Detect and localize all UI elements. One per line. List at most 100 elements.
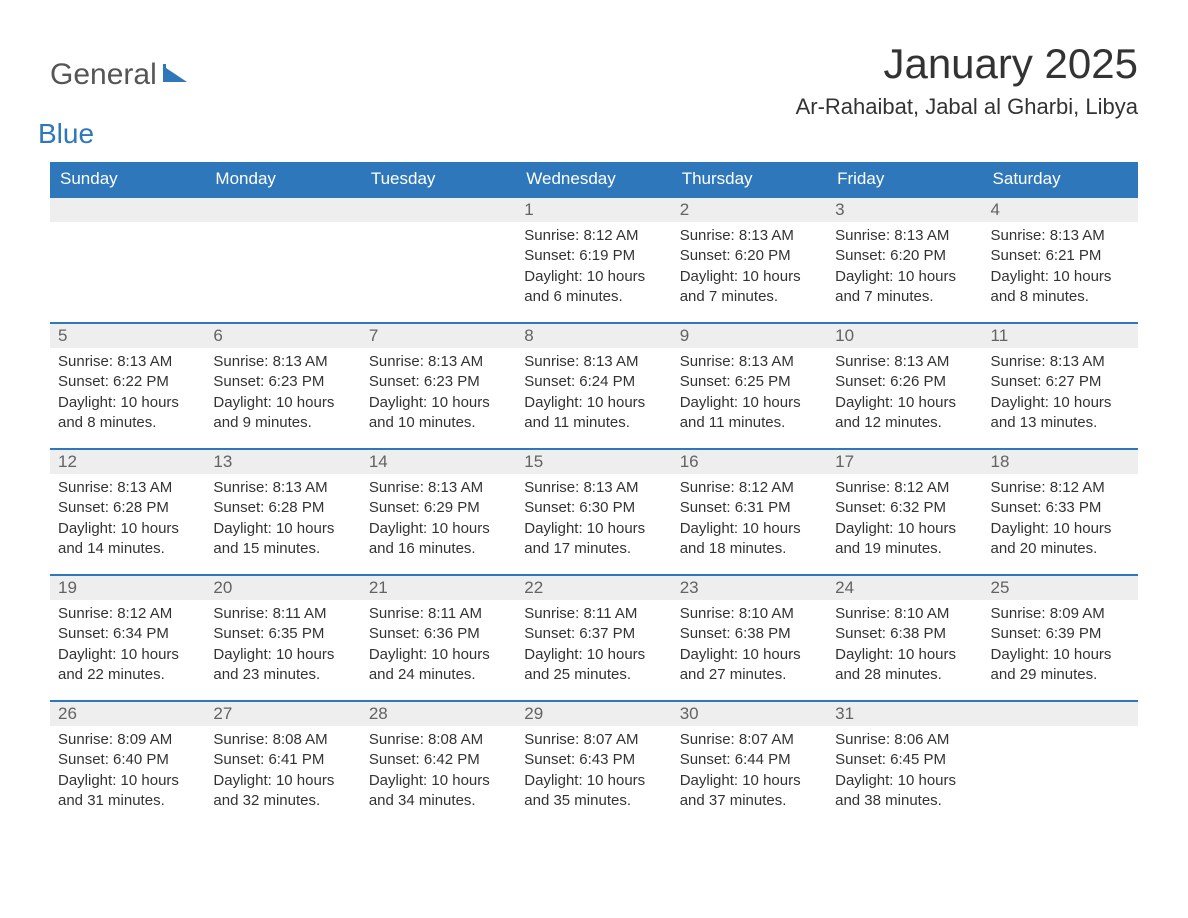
day-header: Saturday xyxy=(983,162,1138,197)
calendar-body: 1Sunrise: 8:12 AMSunset: 6:19 PMDaylight… xyxy=(50,197,1138,827)
sunset-text: Sunset: 6:36 PM xyxy=(369,624,508,644)
day-content: Sunrise: 8:06 AMSunset: 6:45 PMDaylight:… xyxy=(827,726,982,815)
sunrise-text: Sunrise: 8:13 AM xyxy=(524,478,663,498)
day-number: 28 xyxy=(361,702,516,726)
calendar-cell: 23Sunrise: 8:10 AMSunset: 6:38 PMDayligh… xyxy=(672,575,827,701)
day-content: Sunrise: 8:07 AMSunset: 6:43 PMDaylight:… xyxy=(516,726,671,815)
sunrise-text: Sunrise: 8:06 AM xyxy=(835,730,974,750)
daylight-text: Daylight: 10 hours and 9 minutes. xyxy=(213,393,352,434)
day-content: Sunrise: 8:13 AMSunset: 6:27 PMDaylight:… xyxy=(983,348,1138,437)
sunset-text: Sunset: 6:31 PM xyxy=(680,498,819,518)
day-content: Sunrise: 8:10 AMSunset: 6:38 PMDaylight:… xyxy=(672,600,827,689)
calendar-cell: 24Sunrise: 8:10 AMSunset: 6:38 PMDayligh… xyxy=(827,575,982,701)
day-content: Sunrise: 8:11 AMSunset: 6:35 PMDaylight:… xyxy=(205,600,360,689)
calendar-cell: 3Sunrise: 8:13 AMSunset: 6:20 PMDaylight… xyxy=(827,197,982,323)
day-number: 14 xyxy=(361,450,516,474)
sunset-text: Sunset: 6:22 PM xyxy=(58,372,197,392)
daylight-text: Daylight: 10 hours and 14 minutes. xyxy=(58,519,197,560)
sunset-text: Sunset: 6:28 PM xyxy=(213,498,352,518)
sunset-text: Sunset: 6:43 PM xyxy=(524,750,663,770)
calendar-cell: 17Sunrise: 8:12 AMSunset: 6:32 PMDayligh… xyxy=(827,449,982,575)
day-number xyxy=(983,702,1138,726)
day-number: 29 xyxy=(516,702,671,726)
day-number: 18 xyxy=(983,450,1138,474)
daylight-text: Daylight: 10 hours and 32 minutes. xyxy=(213,771,352,812)
day-content: Sunrise: 8:13 AMSunset: 6:29 PMDaylight:… xyxy=(361,474,516,563)
day-content: Sunrise: 8:13 AMSunset: 6:21 PMDaylight:… xyxy=(983,222,1138,311)
day-content: Sunrise: 8:08 AMSunset: 6:42 PMDaylight:… xyxy=(361,726,516,815)
sunrise-text: Sunrise: 8:11 AM xyxy=(369,604,508,624)
day-number: 15 xyxy=(516,450,671,474)
day-number xyxy=(50,198,205,222)
sunset-text: Sunset: 6:37 PM xyxy=(524,624,663,644)
day-number: 11 xyxy=(983,324,1138,348)
daylight-text: Daylight: 10 hours and 12 minutes. xyxy=(835,393,974,434)
day-number: 9 xyxy=(672,324,827,348)
daylight-text: Daylight: 10 hours and 27 minutes. xyxy=(680,645,819,686)
sunset-text: Sunset: 6:32 PM xyxy=(835,498,974,518)
daylight-text: Daylight: 10 hours and 11 minutes. xyxy=(524,393,663,434)
daylight-text: Daylight: 10 hours and 23 minutes. xyxy=(213,645,352,686)
calendar-cell: 5Sunrise: 8:13 AMSunset: 6:22 PMDaylight… xyxy=(50,323,205,449)
day-content: Sunrise: 8:08 AMSunset: 6:41 PMDaylight:… xyxy=(205,726,360,815)
calendar-cell: 15Sunrise: 8:13 AMSunset: 6:30 PMDayligh… xyxy=(516,449,671,575)
logo: General Blue xyxy=(50,40,191,150)
location-text: Ar-Rahaibat, Jabal al Gharbi, Libya xyxy=(796,94,1138,120)
calendar-cell: 30Sunrise: 8:07 AMSunset: 6:44 PMDayligh… xyxy=(672,701,827,827)
sunrise-text: Sunrise: 8:13 AM xyxy=(991,226,1130,246)
sunset-text: Sunset: 6:26 PM xyxy=(835,372,974,392)
day-number: 26 xyxy=(50,702,205,726)
sunrise-text: Sunrise: 8:12 AM xyxy=(524,226,663,246)
sunset-text: Sunset: 6:44 PM xyxy=(680,750,819,770)
sunset-text: Sunset: 6:45 PM xyxy=(835,750,974,770)
sunset-text: Sunset: 6:34 PM xyxy=(58,624,197,644)
day-content: Sunrise: 8:12 AMSunset: 6:34 PMDaylight:… xyxy=(50,600,205,689)
calendar-cell: 8Sunrise: 8:13 AMSunset: 6:24 PMDaylight… xyxy=(516,323,671,449)
day-number: 21 xyxy=(361,576,516,600)
day-content: Sunrise: 8:13 AMSunset: 6:30 PMDaylight:… xyxy=(516,474,671,563)
calendar-cell: 18Sunrise: 8:12 AMSunset: 6:33 PMDayligh… xyxy=(983,449,1138,575)
sunrise-text: Sunrise: 8:13 AM xyxy=(524,352,663,372)
daylight-text: Daylight: 10 hours and 11 minutes. xyxy=(680,393,819,434)
sunrise-text: Sunrise: 8:12 AM xyxy=(991,478,1130,498)
daylight-text: Daylight: 10 hours and 13 minutes. xyxy=(991,393,1130,434)
day-content: Sunrise: 8:11 AMSunset: 6:36 PMDaylight:… xyxy=(361,600,516,689)
daylight-text: Daylight: 10 hours and 37 minutes. xyxy=(680,771,819,812)
day-content: Sunrise: 8:11 AMSunset: 6:37 PMDaylight:… xyxy=(516,600,671,689)
sunrise-text: Sunrise: 8:13 AM xyxy=(835,352,974,372)
daylight-text: Daylight: 10 hours and 22 minutes. xyxy=(58,645,197,686)
sunrise-text: Sunrise: 8:09 AM xyxy=(991,604,1130,624)
calendar-cell: 21Sunrise: 8:11 AMSunset: 6:36 PMDayligh… xyxy=(361,575,516,701)
sunrise-text: Sunrise: 8:12 AM xyxy=(835,478,974,498)
sunset-text: Sunset: 6:35 PM xyxy=(213,624,352,644)
week-row: 1Sunrise: 8:12 AMSunset: 6:19 PMDaylight… xyxy=(50,197,1138,323)
day-number: 4 xyxy=(983,198,1138,222)
sunset-text: Sunset: 6:23 PM xyxy=(213,372,352,392)
sunrise-text: Sunrise: 8:13 AM xyxy=(680,226,819,246)
calendar-cell: 11Sunrise: 8:13 AMSunset: 6:27 PMDayligh… xyxy=(983,323,1138,449)
daylight-text: Daylight: 10 hours and 17 minutes. xyxy=(524,519,663,560)
day-header: Tuesday xyxy=(361,162,516,197)
calendar-cell xyxy=(983,701,1138,827)
sunset-text: Sunset: 6:23 PM xyxy=(369,372,508,392)
daylight-text: Daylight: 10 hours and 7 minutes. xyxy=(680,267,819,308)
sunset-text: Sunset: 6:20 PM xyxy=(680,246,819,266)
day-number xyxy=(205,198,360,222)
calendar-cell: 1Sunrise: 8:12 AMSunset: 6:19 PMDaylight… xyxy=(516,197,671,323)
sunset-text: Sunset: 6:33 PM xyxy=(991,498,1130,518)
day-header: Friday xyxy=(827,162,982,197)
day-content: Sunrise: 8:13 AMSunset: 6:28 PMDaylight:… xyxy=(205,474,360,563)
sunset-text: Sunset: 6:42 PM xyxy=(369,750,508,770)
daylight-text: Daylight: 10 hours and 28 minutes. xyxy=(835,645,974,686)
day-content: Sunrise: 8:09 AMSunset: 6:40 PMDaylight:… xyxy=(50,726,205,815)
daylight-text: Daylight: 10 hours and 38 minutes. xyxy=(835,771,974,812)
calendar-cell xyxy=(205,197,360,323)
header-area: General Blue January 2025 Ar-Rahaibat, J… xyxy=(50,40,1138,150)
sunrise-text: Sunrise: 8:13 AM xyxy=(213,352,352,372)
sunrise-text: Sunrise: 8:10 AM xyxy=(680,604,819,624)
sunset-text: Sunset: 6:41 PM xyxy=(213,750,352,770)
calendar-table: SundayMondayTuesdayWednesdayThursdayFrid… xyxy=(50,162,1138,827)
calendar-cell xyxy=(361,197,516,323)
sunset-text: Sunset: 6:21 PM xyxy=(991,246,1130,266)
day-content: Sunrise: 8:09 AMSunset: 6:39 PMDaylight:… xyxy=(983,600,1138,689)
